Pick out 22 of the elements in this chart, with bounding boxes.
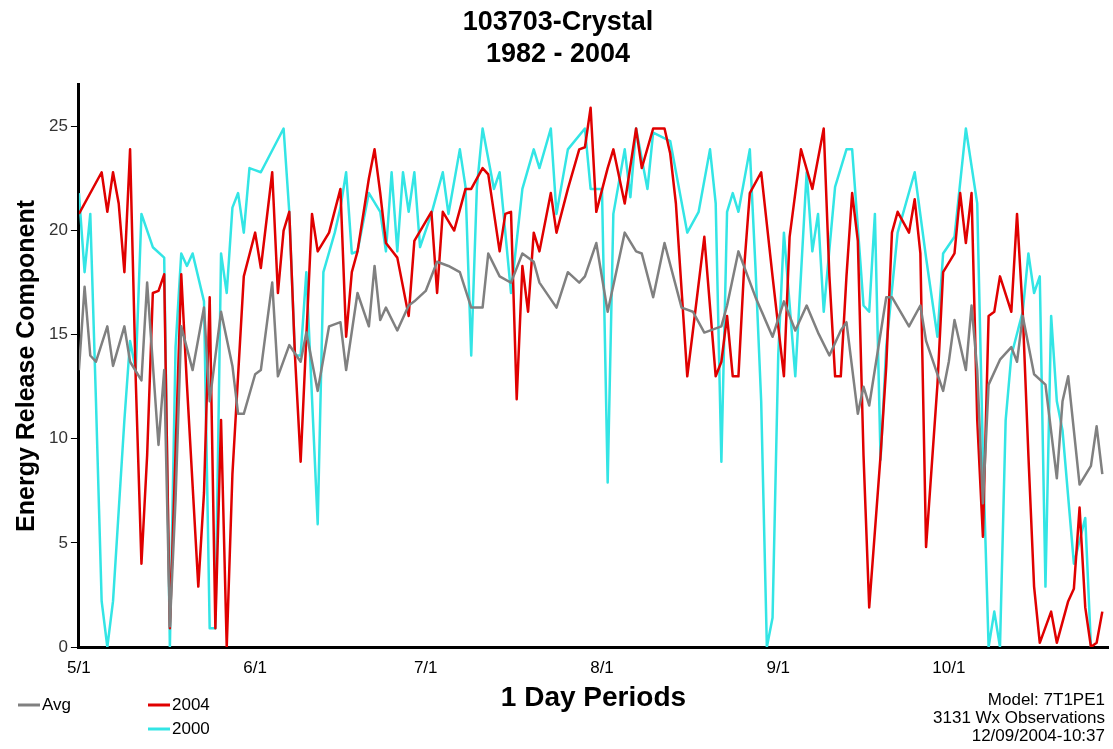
y-tick-label: 25: [48, 116, 68, 136]
x-tick-label: 10/1: [932, 657, 966, 677]
y-tick-label: 15: [48, 324, 68, 344]
legend-label: Avg: [42, 694, 71, 714]
y-axis-title: Energy Release Component: [10, 199, 39, 532]
text: 3131 Wx Observations: [933, 708, 1105, 727]
text: Model: 7T1PE1: [987, 690, 1105, 709]
x-tick-label: 7/1: [413, 657, 438, 677]
legend-label: 2000: [172, 718, 210, 738]
y-tick-label: 10: [48, 428, 68, 448]
y-tick-label: 0: [58, 636, 68, 656]
legend-label: 2004: [172, 694, 210, 714]
y-tick-label: 5: [58, 532, 68, 552]
text: 12/09/2004-10:37: [971, 726, 1105, 745]
chart-subtitle: 1982 - 2004: [485, 38, 631, 69]
y-tick-label: 20: [48, 220, 68, 240]
chart-title: 103703-Crystal: [462, 5, 654, 36]
x-axis-title: 1 Day Periods: [500, 680, 687, 712]
x-tick-label: 8/1: [590, 657, 614, 677]
x-tick-label: 6/1: [243, 657, 267, 677]
x-tick-label: 9/1: [766, 657, 791, 677]
x-tick-label: 5/1: [67, 657, 91, 677]
